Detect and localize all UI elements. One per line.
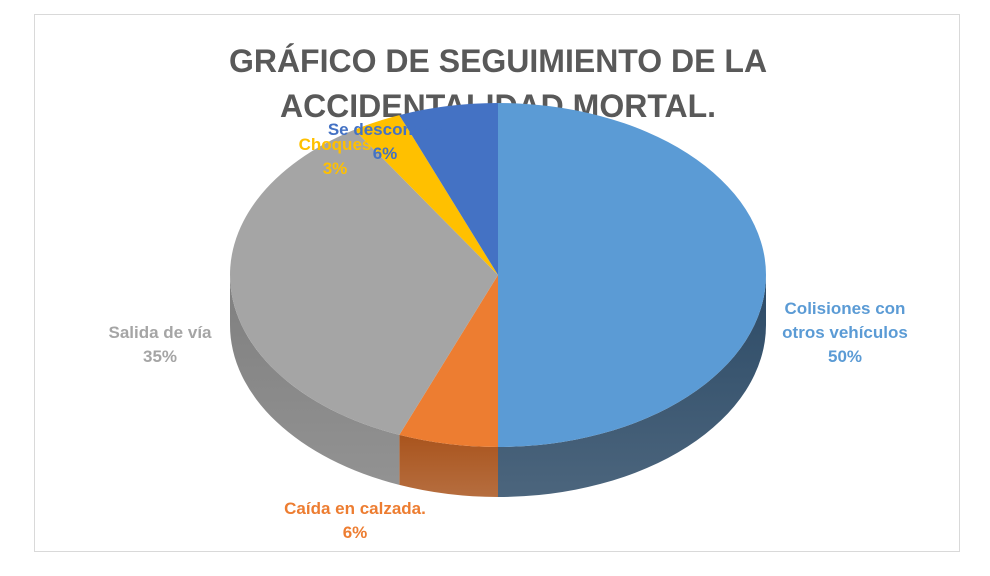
data-label-caida-value: 6% [342,523,368,542]
data-label-colisiones-line-1: Colisiones con [784,299,906,318]
pie-chart [229,103,766,497]
data-label-choques: Choques 3% [275,133,395,181]
data-label-desconoce: Se desconoce 6% [305,118,465,166]
pie-slice-salida [229,129,498,435]
chart-area: GRÁFICO DE SEGUIMIENTO DE LA ACCIDENTALI… [34,14,960,552]
data-label-caida-line-1: Caída en calzada. [284,499,426,518]
pie-slice-choques [354,115,498,275]
data-label-colisiones-line-2: otros vehículos [782,323,908,342]
data-label-salida-line-1: Salida de vía [108,323,212,342]
data-label-choques-value: 3% [322,159,348,178]
data-label-colisiones: Colisiones con otros vehículos 50% [765,297,925,369]
pie-slice-desconoce [399,103,498,275]
chart-title-line-1: GRÁFICO DE SEGUIMIENTO DE LA [228,43,768,79]
data-label-desconoce-line-1: Se desconoce [327,120,443,139]
pie-slice-caida [399,275,498,447]
data-label-caida: Caída en calzada. 6% [255,497,455,545]
data-label-salida: Salida de vía 35% [85,321,235,369]
pie-slice-colisiones [498,103,766,447]
data-label-desconoce-value: 6% [372,144,398,163]
pie-side-caida [399,434,498,497]
data-label-salida-value: 35% [142,347,178,366]
pie-side-colisiones [498,275,766,497]
data-label-choques-line-1: Choques [298,135,372,154]
data-label-colisiones-value: 50% [827,347,863,366]
pie-side-salida [229,275,400,485]
